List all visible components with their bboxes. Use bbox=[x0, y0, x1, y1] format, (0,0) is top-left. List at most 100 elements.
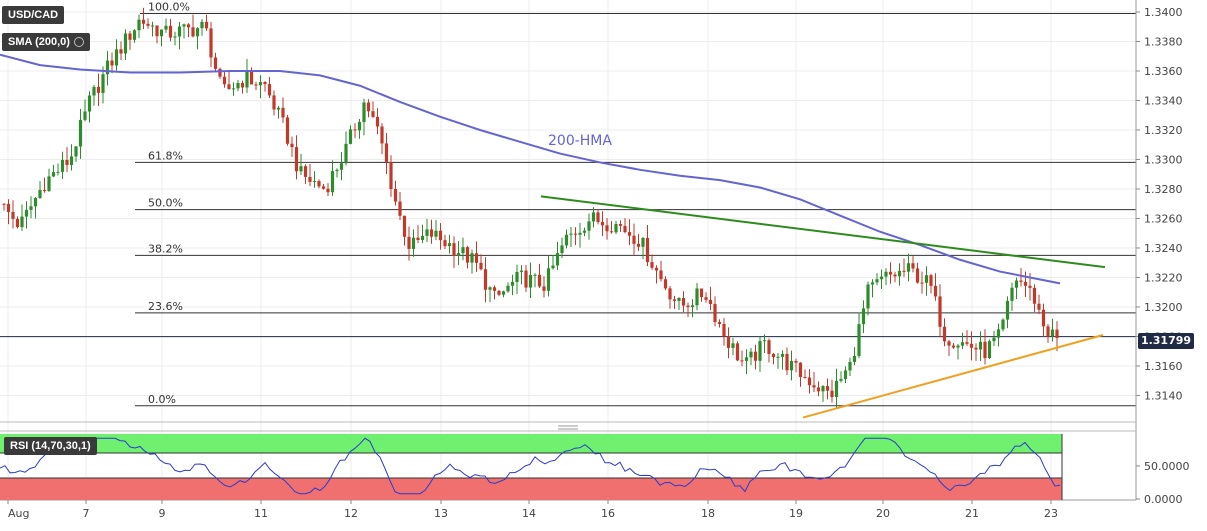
candle-body bbox=[668, 288, 672, 300]
candle-body bbox=[177, 26, 182, 37]
y-tick-label: 1.3380 bbox=[1144, 35, 1183, 48]
candle-body bbox=[884, 271, 888, 277]
candle-body bbox=[974, 347, 978, 350]
rsi-oversold-zone bbox=[0, 478, 1062, 500]
rsi-tick-label: 0.0000 bbox=[1144, 493, 1183, 506]
candle-body bbox=[353, 129, 357, 131]
candle-body bbox=[164, 25, 168, 30]
candle-body bbox=[272, 95, 276, 110]
candle-body bbox=[29, 206, 33, 210]
candle-body bbox=[812, 385, 816, 388]
y-tick-label: 1.3160 bbox=[1144, 360, 1183, 373]
candle-body bbox=[218, 68, 222, 77]
candle-body bbox=[875, 279, 879, 283]
candle-body bbox=[717, 322, 722, 324]
y-tick-label: 1.3320 bbox=[1144, 124, 1183, 137]
candle-body bbox=[83, 111, 87, 120]
hma-label: 200-HMA bbox=[548, 133, 612, 149]
candle-body bbox=[15, 218, 20, 228]
sma-indicator-label[interactable]: SMA (200,0) bbox=[2, 33, 90, 51]
candle-body bbox=[596, 212, 600, 223]
candle-body bbox=[942, 326, 947, 342]
candle-body bbox=[38, 190, 42, 199]
candle-body bbox=[1010, 287, 1014, 301]
settings-icon[interactable] bbox=[73, 37, 84, 48]
candle-body bbox=[533, 274, 537, 276]
candle-body bbox=[843, 370, 848, 380]
candle-body bbox=[789, 360, 794, 371]
candle-body bbox=[929, 275, 933, 286]
candle-body bbox=[1023, 281, 1028, 286]
candle-body bbox=[398, 201, 402, 216]
candle-body bbox=[947, 341, 951, 346]
candle-body bbox=[438, 230, 443, 241]
candle-body bbox=[155, 25, 159, 37]
candle-body bbox=[366, 102, 371, 112]
candle-body bbox=[474, 253, 479, 263]
rsi-tick-label: 50.0000 bbox=[1144, 460, 1190, 473]
support-trendline bbox=[802, 334, 1104, 419]
candle-body bbox=[330, 171, 335, 193]
candle-body bbox=[74, 146, 78, 157]
candle-body bbox=[636, 243, 641, 247]
candle-body bbox=[249, 71, 254, 85]
candle-body bbox=[893, 274, 897, 277]
candle-body bbox=[132, 30, 137, 40]
x-tick-label: 19 bbox=[789, 507, 803, 520]
x-tick-label: 7 bbox=[83, 507, 90, 520]
candle-body bbox=[627, 232, 632, 236]
candle-body bbox=[465, 247, 470, 263]
candle-body bbox=[659, 270, 663, 280]
candle-body bbox=[645, 237, 650, 263]
candle-body bbox=[722, 323, 726, 337]
x-tick-label: 23 bbox=[1044, 507, 1058, 520]
candle-body bbox=[888, 271, 893, 275]
candle-body bbox=[263, 82, 267, 85]
candle-body bbox=[582, 230, 587, 233]
candle-body bbox=[798, 362, 803, 377]
y-tick-label: 1.3340 bbox=[1144, 94, 1183, 107]
candle-body bbox=[443, 240, 447, 247]
candle-body bbox=[128, 33, 132, 40]
candle-body bbox=[911, 263, 915, 269]
candle-body bbox=[245, 71, 249, 88]
candle-body bbox=[744, 357, 749, 361]
candle-body bbox=[623, 225, 627, 233]
candle-body bbox=[87, 95, 92, 112]
candle-body bbox=[492, 287, 497, 291]
candle-body bbox=[371, 111, 375, 117]
candle-body bbox=[137, 19, 141, 31]
rsi-line bbox=[0, 437, 1061, 495]
candle-body bbox=[407, 236, 411, 249]
candle-body bbox=[501, 291, 506, 295]
y-tick-label: 1.3360 bbox=[1144, 65, 1183, 78]
candle-body bbox=[479, 262, 483, 270]
rsi-panel: 50.0000 0.0000 bbox=[0, 434, 1190, 506]
candle-body bbox=[726, 336, 731, 348]
candle-body bbox=[573, 233, 578, 235]
candle-body bbox=[758, 341, 762, 361]
candle-body bbox=[996, 329, 1001, 338]
candle-body bbox=[713, 303, 717, 323]
candle-body bbox=[299, 166, 303, 172]
candle-body bbox=[879, 276, 884, 280]
candle-body bbox=[987, 341, 992, 359]
candle-body bbox=[524, 270, 528, 288]
candle-body bbox=[483, 269, 488, 290]
candle-body bbox=[141, 19, 146, 24]
rsi-indicator-label[interactable]: RSI (14,70,30,1) bbox=[4, 437, 97, 455]
fib-level-label: 50.0% bbox=[148, 197, 183, 210]
candle-body bbox=[902, 270, 906, 272]
fib-level-label: 0.0% bbox=[148, 393, 176, 406]
candle-body bbox=[344, 143, 348, 164]
candle-body bbox=[956, 345, 960, 348]
candle-body bbox=[852, 355, 857, 362]
y-tick-label: 1.3220 bbox=[1144, 271, 1183, 284]
symbol-label[interactable]: USD/CAD bbox=[2, 6, 65, 24]
candle-body bbox=[1032, 287, 1037, 304]
candle-body bbox=[240, 83, 245, 88]
candle-body bbox=[965, 342, 969, 344]
candle-body bbox=[537, 274, 542, 287]
candle-body bbox=[857, 324, 861, 356]
